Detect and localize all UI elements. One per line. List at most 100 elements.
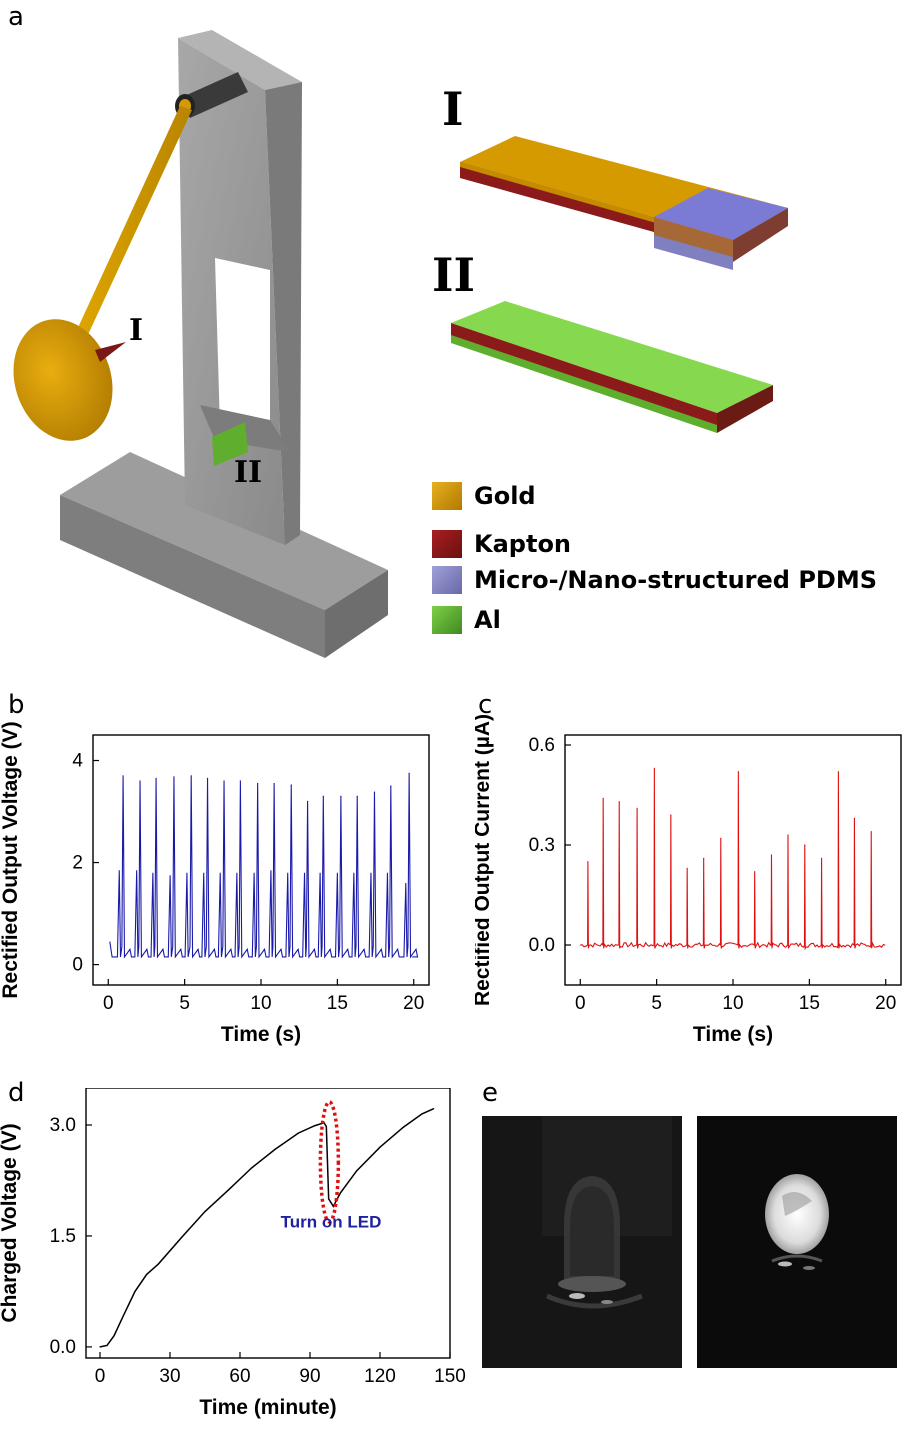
charged-voltage-point — [328, 1198, 330, 1200]
y-axis-label: Charged Voltage (V) — [0, 1123, 21, 1322]
chart-charged-voltage: 0 30 60 90 120 150 0.0 1.5 3.0 Time (minute) Charg… — [0, 1088, 466, 1419]
voltage-peak-point — [223, 780, 225, 782]
x-tick-label: 0 — [95, 1366, 106, 1387]
x-tick-label: 30 — [159, 1366, 180, 1387]
current-peak-point — [587, 861, 589, 863]
x-tick-label: 15 — [799, 993, 820, 1014]
voltage-peak-point — [257, 782, 259, 785]
charged-voltage-point — [339, 1192, 341, 1194]
voltage-peak-point — [340, 795, 342, 797]
charged-voltage-point — [433, 1108, 435, 1110]
x-tick-label: 20 — [875, 993, 896, 1014]
callout-I: I — [129, 313, 144, 348]
y-tick-label: 4 — [72, 751, 83, 772]
charged-voltage-line — [99, 1108, 434, 1348]
legend-swatch-kapton — [432, 530, 462, 558]
led-discharge-highlight — [318, 1100, 341, 1224]
layer-stack-I — [460, 136, 788, 270]
voltage-peak-point — [390, 785, 392, 787]
current-peak-point — [804, 844, 806, 846]
voltage-peak-point — [206, 777, 209, 779]
y-tick-label: 0 — [72, 955, 83, 976]
voltage-series-line — [109, 773, 419, 959]
legend-label-gold: Gold — [474, 482, 536, 510]
plot-frame — [92, 734, 430, 986]
current-series-line — [579, 768, 886, 951]
charged-voltage-point — [379, 1146, 381, 1148]
charged-voltage-point — [314, 1125, 316, 1127]
x-tick-label: 10 — [250, 993, 271, 1014]
current-peak-point — [853, 817, 856, 819]
voltage-peak-point — [273, 782, 275, 785]
x-tick-label: 150 — [434, 1366, 466, 1387]
current-peak-point — [686, 867, 688, 869]
voltage-peak-point — [290, 784, 292, 786]
current-peak-point — [770, 854, 773, 856]
legend-label-kapton: Kapton — [474, 530, 572, 558]
voltage-peak-point — [356, 795, 358, 797]
voltage-peak-point — [408, 772, 410, 774]
current-peak-point — [670, 814, 672, 816]
chart-current: 0 5 10 15 20 0.0 0.3 0.6 Time (s) Rectified Outpu… — [475, 714, 902, 1046]
charged-voltage-point — [325, 1125, 327, 1128]
current-peak-point — [653, 767, 655, 769]
x-tick-label: 5 — [179, 993, 190, 1014]
charged-voltage-point — [356, 1170, 358, 1172]
x-tick-label: 15 — [327, 993, 348, 1014]
charged-voltage-point — [122, 1315, 124, 1317]
current-peak-point — [820, 857, 823, 859]
y-axis-label: Rectified Output Current (µA) — [475, 714, 494, 1006]
current-peak-point — [602, 797, 604, 799]
charged-voltage-point — [106, 1344, 108, 1347]
x-axis-label: Time (s) — [693, 1023, 773, 1046]
plot-frame — [85, 1088, 451, 1359]
legend-item-gold: Gold — [432, 482, 536, 510]
x-tick-label: 0 — [103, 993, 114, 1014]
charged-voltage-point — [204, 1210, 206, 1213]
y-axis-label: Rectified Output Voltage (V) — [0, 721, 22, 998]
layer-stack-II — [451, 301, 773, 433]
charged-voltage-point — [227, 1189, 229, 1191]
legend-swatch-gold — [432, 482, 462, 510]
charged-voltage-point — [146, 1273, 148, 1276]
callout-II: II — [234, 455, 263, 490]
y-tick-label: 1.5 — [50, 1226, 76, 1247]
current-peak-point — [636, 807, 638, 809]
x-tick-label: 60 — [229, 1366, 250, 1387]
annotation-turn-on-led: Turn on LED — [281, 1212, 382, 1231]
y-tick-label: 0.6 — [529, 735, 555, 756]
led-photo-off — [482, 1116, 682, 1368]
voltage-peak-point — [373, 791, 376, 793]
current-peak-point — [737, 771, 739, 773]
layer-stack-I-label: I — [442, 82, 464, 136]
legend-swatch-pdms — [432, 566, 462, 594]
legend-label-pdms: Micro-/Nano-structured PDMS — [474, 566, 877, 594]
chart-voltage: 0 5 10 15 20 0 2 4 Time (s) Rectified Output Volt… — [0, 721, 430, 1046]
panel-label-d: d — [8, 1078, 25, 1108]
x-tick-label: 0 — [575, 993, 586, 1014]
current-peak-point — [870, 831, 872, 833]
charged-voltage-point — [157, 1263, 159, 1265]
y-tick-label: 0.0 — [529, 935, 555, 956]
charged-voltage-point — [330, 1202, 332, 1204]
voltage-peak-point — [122, 775, 124, 777]
y-tick-label: 3.0 — [50, 1115, 76, 1136]
legend-label-al: Al — [474, 606, 501, 634]
legend-item-pdms: Micro-/Nano-structured PDMS — [432, 566, 877, 594]
x-tick-label: 120 — [364, 1366, 396, 1387]
voltage-peak-point — [306, 800, 309, 802]
pendulum-schematic — [13, 30, 388, 658]
current-peak-point — [787, 834, 789, 836]
current-peak-point — [837, 771, 839, 773]
charged-voltage-point — [113, 1335, 115, 1337]
x-tick-label: 90 — [299, 1366, 320, 1387]
voltage-peak-point — [155, 777, 157, 779]
x-tick-label: 5 — [651, 993, 662, 1014]
y-tick-label: 2 — [72, 853, 83, 874]
legend-swatch-al — [432, 606, 462, 634]
charged-voltage-point — [402, 1126, 404, 1128]
voltage-peak-point — [322, 795, 324, 797]
panel-label-a: a — [8, 2, 24, 32]
charged-voltage-point — [134, 1290, 136, 1293]
voltage-peak-point — [139, 780, 141, 782]
